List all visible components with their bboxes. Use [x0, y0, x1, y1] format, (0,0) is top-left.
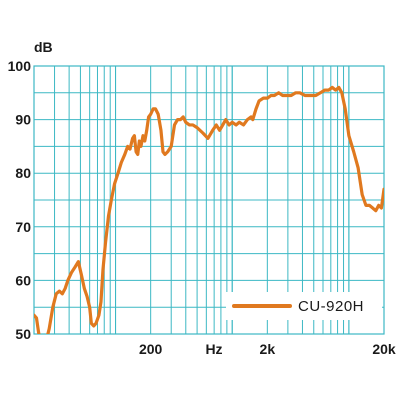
y-tick-label: 70	[15, 219, 31, 235]
y-tick-label: 50	[15, 326, 31, 342]
legend-entry-cu-920h: CU-920H	[298, 298, 364, 315]
y-tick-label: 60	[15, 272, 31, 288]
legend: CU-920H	[226, 292, 382, 320]
y-tick-label: 90	[15, 112, 31, 128]
x-axis-unit-label: Hz	[205, 341, 222, 357]
y-tick-labels: 100 90 80 70 60 50	[8, 58, 32, 342]
x-tick-label: 2k	[260, 341, 276, 357]
series-layer	[34, 85, 384, 334]
chart-grid	[33, 65, 385, 335]
x-tick-labels: 200 2k 20k	[139, 341, 396, 357]
y-tick-label: 100	[8, 58, 32, 74]
y-axis-label: dB	[34, 39, 53, 55]
series-line-0	[34, 85, 384, 334]
y-tick-label: 80	[15, 165, 31, 181]
x-tick-label: 200	[139, 341, 163, 357]
x-tick-label: 20k	[372, 341, 396, 357]
